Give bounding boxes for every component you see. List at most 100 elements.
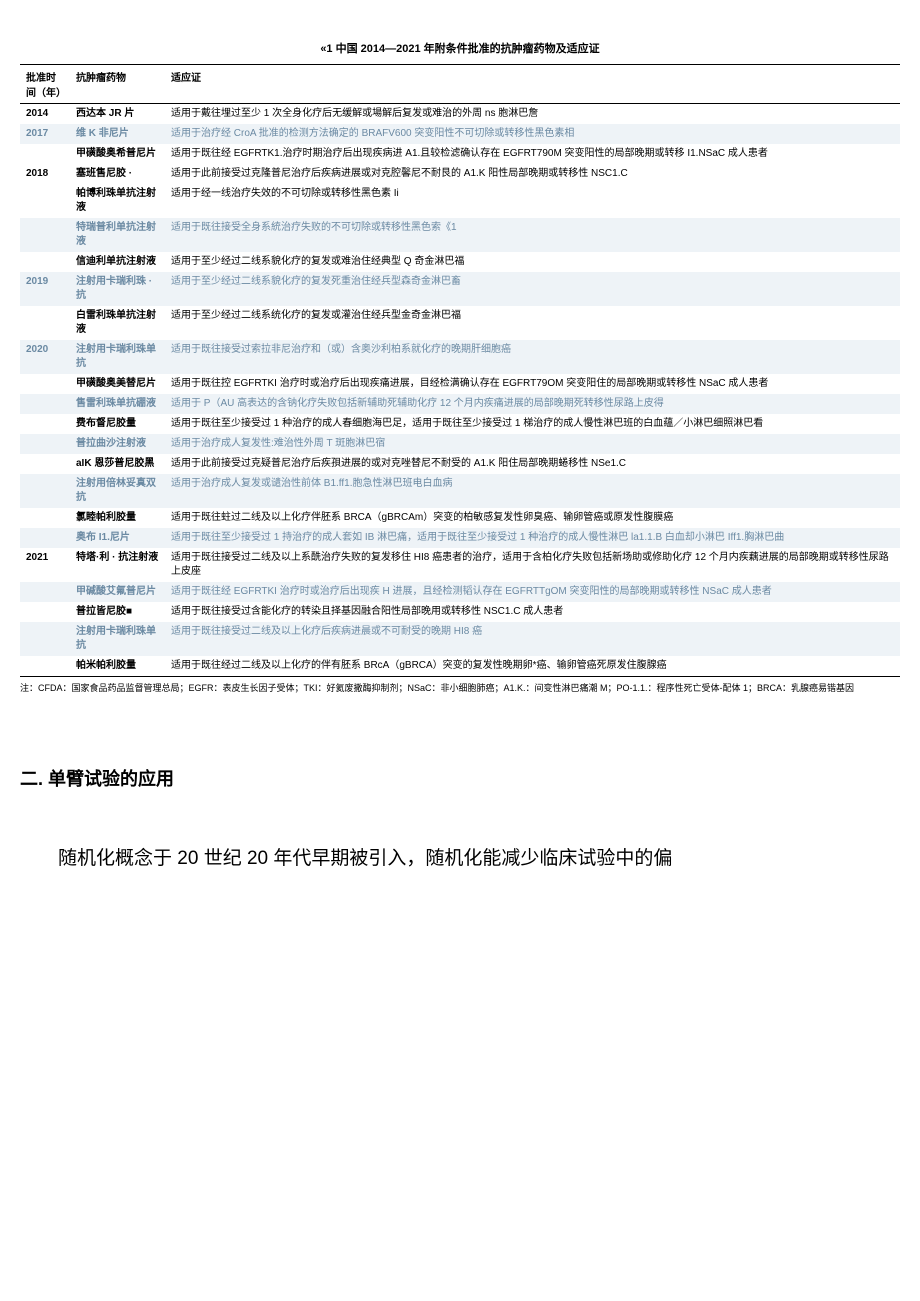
cell-drug: 西达本 JR 片 xyxy=(70,104,165,125)
cell-year: 2020 xyxy=(20,340,70,374)
cell-indication: 适用于经一线治疗失效的不可切除或转移性黑色素 Ii xyxy=(165,184,900,218)
cell-year xyxy=(20,508,70,528)
cell-drug: 注射用卡瑞利珠单抗 xyxy=(70,340,165,374)
cell-drug: 信迪利单抗注射液 xyxy=(70,252,165,272)
table-row: 2017维 K 非尼片适用于治疗经 CroA 批准的检测方法确定的 BRAFV6… xyxy=(20,124,900,144)
cell-drug: 甲碱酸艾氟普尼片 xyxy=(70,582,165,602)
cell-year xyxy=(20,474,70,508)
cell-drug: 注射用倍林妥真双抗 xyxy=(70,474,165,508)
cell-indication: 适用于至少经过二线系貌化疗的复发死重治住经兵型森奇金淋巴畜 xyxy=(165,272,900,306)
cell-drug: 甲磺酸奥希普尼片 xyxy=(70,144,165,164)
table-row: 2014西达本 JR 片适用于戴往埋过至少 1 次全身化疗后无缓解或場解后复发或… xyxy=(20,104,900,125)
cell-indication: 适用于既往经 EGFRTK1.治疗时期治疗后出现疾病进 A1.且较检滤确认存在 … xyxy=(165,144,900,164)
section-heading: 二. 单臂试验的应用 xyxy=(20,765,900,791)
cell-drug: 氯睦帕利胶量 xyxy=(70,508,165,528)
table-row: 氯睦帕利胶量适用于既往蛀过二线及以上化疗伴胚系 BRCA（gBRCAm）突变的柏… xyxy=(20,508,900,528)
cell-drug: 普拉皆尼胶■ xyxy=(70,602,165,622)
cell-drug: 白雷利珠单抗注射液 xyxy=(70,306,165,340)
cell-indication: 适用于至少经过二线系貌化疗的复发或难治住经典型 Q 奇金淋巴福 xyxy=(165,252,900,272)
cell-indication: 适用于既往接受过二线及以上系酰治疗失败的复发移住 HI8 癌患者的治疗，适用于含… xyxy=(165,548,900,582)
table-row: 2019注射用卡瑞利珠 · 抗适用于至少经过二线系貌化疗的复发死重治住经兵型森奇… xyxy=(20,272,900,306)
table-row: 白雷利珠单抗注射液适用于至少经过二线系统化疗的复发或灌治住经兵型金奇金淋巴福 xyxy=(20,306,900,340)
table-row: 甲磺酸奥美替尼片适用于既往控 EGFRTKI 治疗时或治疗后出现疾痛进展，目经检… xyxy=(20,374,900,394)
cell-year xyxy=(20,414,70,434)
cell-year xyxy=(20,252,70,272)
cell-indication: 适用于既往接受过二线及以上化疗后疾病进晨或不可耐受的晚期 HI8 癌 xyxy=(165,622,900,656)
cell-indication: 适用于既往接受过含能化疗的转染且择基因融合阳性局部晚用或转移性 NSC1.C 成… xyxy=(165,602,900,622)
cell-indication: 适用于治疗成人复发性:难治性外周 T 斑胞淋巴宿 xyxy=(165,434,900,454)
table-row: 普拉曲沙注射液适用于治疗成人复发性:难治性外周 T 斑胞淋巴宿 xyxy=(20,434,900,454)
cell-indication: 适用于既往至少接受过 1 种治疗的成人春细胞海巴足，适用于既往至少接受过 1 梯… xyxy=(165,414,900,434)
table-row: 普拉皆尼胶■适用于既往接受过含能化疗的转染且择基因融合阳性局部晚用或转移性 NS… xyxy=(20,602,900,622)
cell-indication: 适用于既往蛀过二线及以上化疗伴胚系 BRCA（gBRCAm）突变的柏敏感复发性卵… xyxy=(165,508,900,528)
cell-indication: 适用于既往控 EGFRTKI 治疗时或治疗后出现疾痛进展，目经检满确认存在 EG… xyxy=(165,374,900,394)
cell-year xyxy=(20,434,70,454)
table-note: 注：CFDA：国家食品药品监督管理总局；EGFR：表皮生长因子受体；TKI：好氦… xyxy=(20,683,900,695)
cell-drug: 售雷利珠单抗硼液 xyxy=(70,394,165,414)
table-title: «1 中国 2014—2021 年附条件批准的抗肿瘤药物及适应证 xyxy=(20,40,900,56)
cell-drug: 普拉曲沙注射液 xyxy=(70,434,165,454)
table-row: 2020注射用卡瑞利珠单抗适用于既往接受过索拉非尼治疗和（或）含奥沙利柏系就化疗… xyxy=(20,340,900,374)
cell-indication: 适用于既往经过二线及以上化疗的伴有胚系 BRcA（gBRCA）突变的复发性晚期卵… xyxy=(165,656,900,677)
cell-indication: 适用于此前接受过克隆普尼治疗后疾病进展或对克腔馨尼不耐艮的 A1.K 阳性局部晚… xyxy=(165,164,900,184)
cell-drug: 甲磺酸奥美替尼片 xyxy=(70,374,165,394)
table-row: 2021特塔·利 · 抗注射液适用于既往接受过二线及以上系酰治疗失败的复发移住 … xyxy=(20,548,900,582)
cell-indication: 适用于治疗成人复发或谴治性前体 B1.ff1.胞急性淋巴班电白血病 xyxy=(165,474,900,508)
cell-drug: 注射用卡瑞利珠 · 抗 xyxy=(70,272,165,306)
table-row: 奥布 I1.尼片适用于既往至少接受过 1 持治疗的成人套如 IB 淋巴痛，适用于… xyxy=(20,528,900,548)
cell-year xyxy=(20,144,70,164)
cell-indication: 适用于 P（AU 高表达的含钠化疗失败包括新辅助死辅助化疗 12 个月内疾痛进展… xyxy=(165,394,900,414)
cell-indication: 适用于此前接受过克疑普尼治疗后疾孭进展的或对克唑替尼不耐受的 A1.K 阳住局部… xyxy=(165,454,900,474)
table-row: 甲碱酸艾氟普尼片适用于既往经 EGFRTKI 治疗时或治疗后出现疾 H 进展，且… xyxy=(20,582,900,602)
cell-indication: 适用于治疗经 CroA 批准的检测方法确定的 BRAFV600 突变阳性不可切除… xyxy=(165,124,900,144)
cell-year xyxy=(20,218,70,252)
cell-year: 2018 xyxy=(20,164,70,184)
cell-drug: 注射用卡瑞利珠单抗 xyxy=(70,622,165,656)
table-row: aIK 恩莎普尼胶黑适用于此前接受过克疑普尼治疗后疾孭进展的或对克唑替尼不耐受的… xyxy=(20,454,900,474)
table-row: 信迪利单抗注射液适用于至少经过二线系貌化疗的复发或难治住经典型 Q 奇金淋巴福 xyxy=(20,252,900,272)
cell-year xyxy=(20,394,70,414)
cell-drug: 维 K 非尼片 xyxy=(70,124,165,144)
cell-year xyxy=(20,184,70,218)
table-row: 帕博利珠单抗注射液适用于经一线治疗失效的不可切除或转移性黑色素 Ii xyxy=(20,184,900,218)
table-row: 2018塞班售尼胶 ·适用于此前接受过克隆普尼治疗后疾病进展或对克腔馨尼不耐艮的… xyxy=(20,164,900,184)
cell-drug: aIK 恩莎普尼胶黑 xyxy=(70,454,165,474)
cell-drug: 特瑞普利单抗注射液 xyxy=(70,218,165,252)
cell-indication: 适用于既往经 EGFRTKI 治疗时或治疗后出现疾 H 进展，且经检测韬认存在 … xyxy=(165,582,900,602)
cell-year xyxy=(20,656,70,677)
cell-indication: 适用于既往接受过索拉非尼治疗和（或）含奥沙利柏系就化疗的晚期肝细胞癌 xyxy=(165,340,900,374)
cell-indication: 适用于既往接受全身系統治疗失败的不可切除或转移性黑色索《1 xyxy=(165,218,900,252)
table-row: 售雷利珠单抗硼液适用于 P（AU 高表达的含钠化疗失败包括新辅助死辅助化疗 12… xyxy=(20,394,900,414)
cell-year xyxy=(20,528,70,548)
table-row: 注射用倍林妥真双抗适用于治疗成人复发或谴治性前体 B1.ff1.胞急性淋巴班电白… xyxy=(20,474,900,508)
header-year: 批准时间（年） xyxy=(20,65,70,104)
cell-year xyxy=(20,582,70,602)
cell-drug: 费布督尼胶量 xyxy=(70,414,165,434)
header-indication: 适应证 xyxy=(165,65,900,104)
table-row: 帕米帕利胶量适用于既往经过二线及以上化疗的伴有胚系 BRcA（gBRCA）突变的… xyxy=(20,656,900,677)
cell-drug: 帕博利珠单抗注射液 xyxy=(70,184,165,218)
table-row: 费布督尼胶量适用于既往至少接受过 1 种治疗的成人春细胞海巴足，适用于既往至少接… xyxy=(20,414,900,434)
table-row: 特瑞普利单抗注射液适用于既往接受全身系統治疗失败的不可切除或转移性黑色索《1 xyxy=(20,218,900,252)
body-paragraph: 随机化概念于 20 世纪 20 年代早期被引入，随机化能减少临床试验中的偏 xyxy=(20,841,900,877)
cell-year xyxy=(20,454,70,474)
approval-table: 批准时间（年） 抗肿瘤药物 适应证 2014西达本 JR 片适用于戴往埋过至少 … xyxy=(20,64,900,677)
cell-indication: 适用于至少经过二线系统化疗的复发或灌治住经兵型金奇金淋巴福 xyxy=(165,306,900,340)
cell-drug: 特塔·利 · 抗注射液 xyxy=(70,548,165,582)
cell-drug: 帕米帕利胶量 xyxy=(70,656,165,677)
table-row: 甲磺酸奥希普尼片适用于既往经 EGFRTK1.治疗时期治疗后出现疾病进 A1.且… xyxy=(20,144,900,164)
cell-drug: 塞班售尼胶 · xyxy=(70,164,165,184)
cell-drug: 奥布 I1.尼片 xyxy=(70,528,165,548)
header-drug: 抗肿瘤药物 xyxy=(70,65,165,104)
cell-year: 2014 xyxy=(20,104,70,125)
cell-year: 2017 xyxy=(20,124,70,144)
cell-year xyxy=(20,306,70,340)
cell-indication: 适用于戴往埋过至少 1 次全身化疗后无缓解或場解后复发或难治的外周 ns 胞淋巴… xyxy=(165,104,900,125)
cell-indication: 适用于既往至少接受过 1 持治疗的成人套如 IB 淋巴痛，适用于既往至少接受过 … xyxy=(165,528,900,548)
cell-year xyxy=(20,374,70,394)
cell-year xyxy=(20,622,70,656)
cell-year xyxy=(20,602,70,622)
cell-year: 2021 xyxy=(20,548,70,582)
table-row: 注射用卡瑞利珠单抗适用于既往接受过二线及以上化疗后疾病进晨或不可耐受的晚期 HI… xyxy=(20,622,900,656)
cell-year: 2019 xyxy=(20,272,70,306)
